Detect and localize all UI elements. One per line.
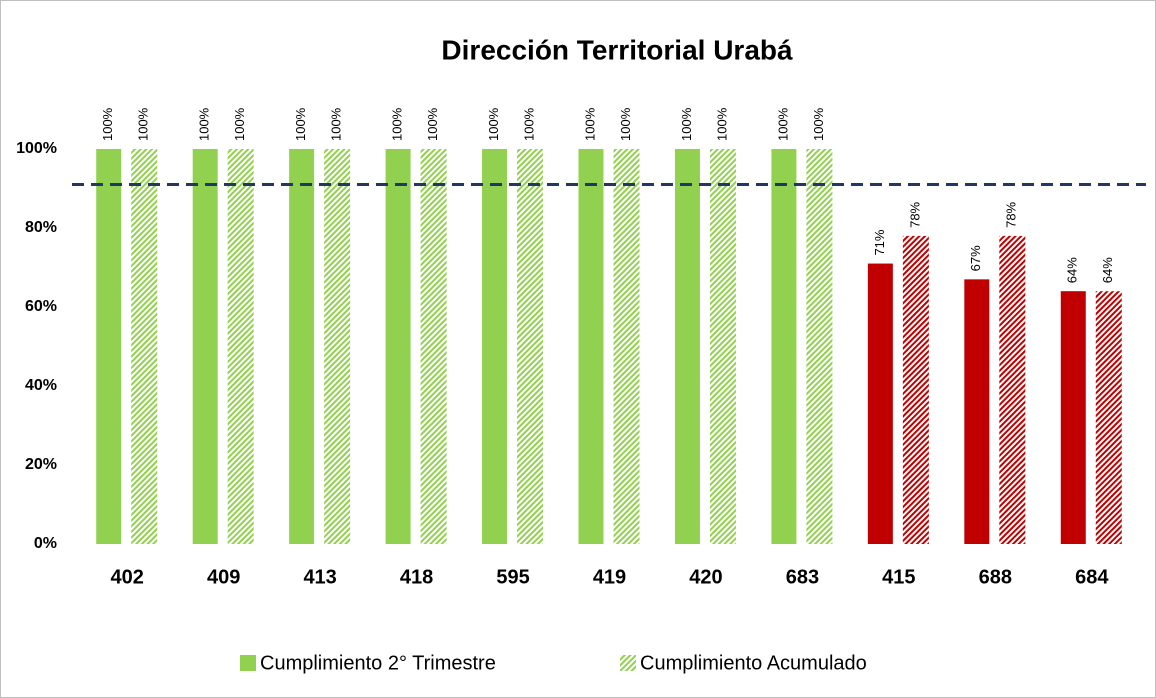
x-tick-label: 595 <box>496 566 529 588</box>
x-tick-label: 418 <box>400 566 433 588</box>
data-label: 100% <box>714 107 729 141</box>
x-tick-label: 420 <box>689 566 722 588</box>
data-label: 100% <box>486 107 501 141</box>
x-tick-label: 419 <box>593 566 626 588</box>
y-tick-label: 40% <box>25 377 57 394</box>
x-tick-label: 683 <box>786 566 819 588</box>
legend-swatch <box>620 655 636 671</box>
data-label: 100% <box>775 107 790 141</box>
data-label: 100% <box>679 107 694 141</box>
bar <box>324 149 351 544</box>
x-tick-label: 413 <box>303 566 336 588</box>
data-label: 78% <box>1004 201 1019 227</box>
bar <box>806 149 833 544</box>
legend-swatch <box>240 655 256 671</box>
data-label: 100% <box>197 107 212 141</box>
bar <box>674 149 700 544</box>
data-label: 100% <box>618 107 633 141</box>
data-label: 64% <box>1065 257 1080 283</box>
bar <box>999 235 1026 544</box>
x-tick-label: 415 <box>882 566 915 588</box>
x-tick-label: 402 <box>111 566 144 588</box>
bar <box>771 149 797 544</box>
bar <box>420 149 447 544</box>
data-label: 64% <box>1100 257 1115 283</box>
y-tick-label: 20% <box>25 456 57 473</box>
bar <box>482 149 508 544</box>
data-label: 100% <box>425 107 440 141</box>
bar <box>867 263 893 544</box>
bar <box>578 149 604 544</box>
y-tick-label: 60% <box>25 298 57 315</box>
data-label: 71% <box>872 229 887 255</box>
y-tick-label: 100% <box>16 140 57 157</box>
data-label: 67% <box>968 245 983 271</box>
bar <box>227 149 254 544</box>
data-label: 78% <box>907 201 922 227</box>
y-tick-label: 0% <box>34 535 57 552</box>
data-label: 100% <box>582 107 597 141</box>
bar <box>1060 291 1086 544</box>
data-label: 100% <box>136 107 151 141</box>
data-label: 100% <box>390 107 405 141</box>
bar <box>902 235 929 544</box>
bar <box>613 149 640 544</box>
legend-label: Cumplimiento 2° Trimestre <box>260 652 496 674</box>
data-label: 100% <box>329 107 344 141</box>
chart-title: Dirección Territorial Urabá <box>441 34 793 65</box>
bar <box>131 149 158 544</box>
data-label: 100% <box>100 107 115 141</box>
y-tick-label: 80% <box>25 219 57 236</box>
data-label: 100% <box>811 107 826 141</box>
data-label: 100% <box>232 107 247 141</box>
bar <box>517 149 544 544</box>
x-tick-label: 684 <box>1075 566 1109 588</box>
bar <box>385 149 411 544</box>
bar <box>964 279 990 544</box>
bar <box>1095 291 1122 544</box>
bar <box>192 149 218 544</box>
data-label: 100% <box>521 107 536 141</box>
legend-label: Cumplimiento Acumulado <box>640 652 867 674</box>
data-label: 100% <box>293 107 308 141</box>
bar <box>289 149 315 544</box>
bar <box>96 149 122 544</box>
x-tick-label: 688 <box>979 566 1012 588</box>
x-tick-label: 409 <box>207 566 240 588</box>
bar <box>709 149 736 544</box>
